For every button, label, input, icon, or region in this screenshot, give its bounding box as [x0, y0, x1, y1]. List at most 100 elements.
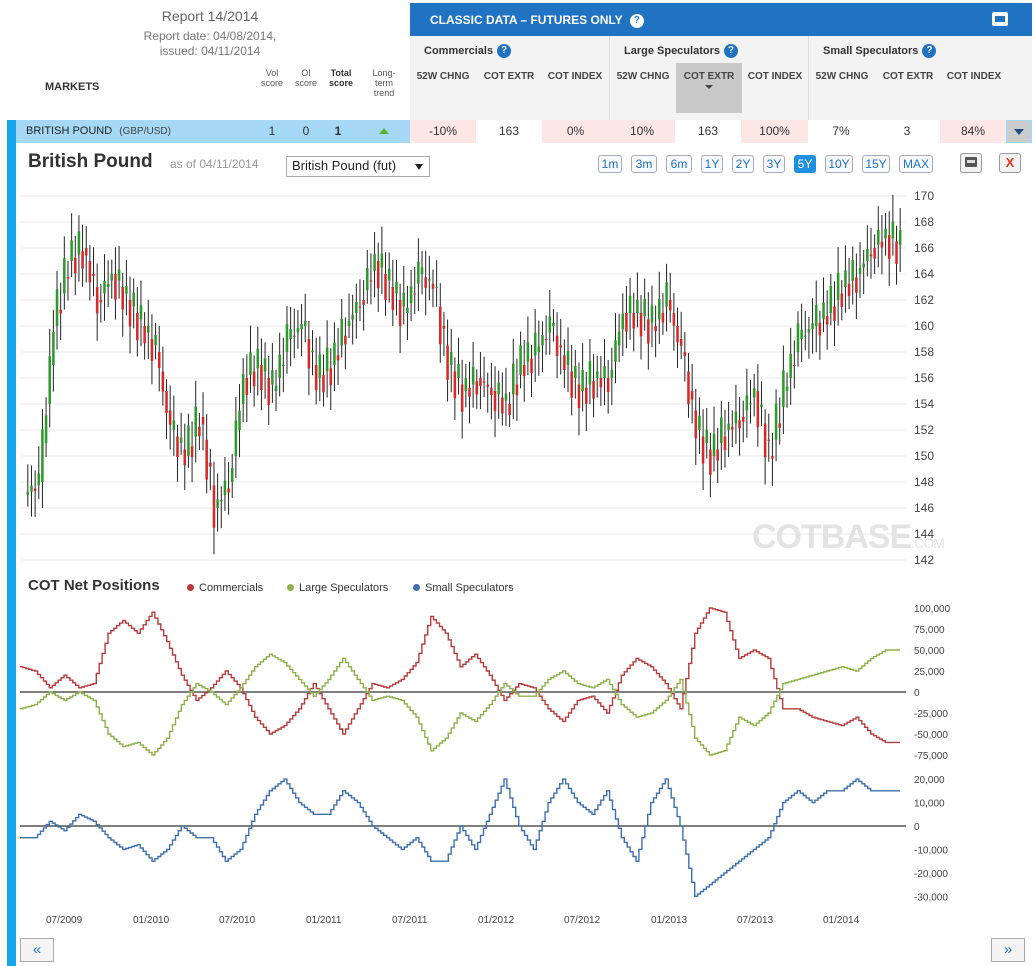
candle-body [526, 342, 530, 362]
print-icon[interactable] [992, 12, 1008, 26]
range-button-15y[interactable]: 15Y [862, 155, 890, 173]
col-cot-index[interactable]: COT INDEX [547, 71, 603, 82]
help-icon[interactable]: ? [629, 13, 644, 28]
candle-body [428, 279, 431, 281]
candle-body [344, 335, 347, 345]
candle-body [679, 339, 683, 346]
range-button-6m[interactable]: 6m [666, 155, 692, 173]
y-tick-label: 142 [914, 553, 934, 567]
help-icon[interactable]: ? [497, 44, 512, 58]
legend-large-speculators[interactable]: Large Speculators [287, 582, 388, 594]
range-button-max[interactable]: MAX [899, 155, 933, 173]
y-tick-label: 150 [914, 449, 934, 463]
help-icon[interactable]: ? [922, 44, 937, 58]
candle-body [176, 436, 179, 458]
legend-commercials[interactable]: Commercials [187, 582, 263, 594]
candle-body [26, 491, 30, 495]
group-large-speculators: Large Speculators? 52W CHNG COT EXTR COT… [609, 36, 808, 120]
candle-body [880, 241, 884, 248]
candle-body [30, 485, 33, 492]
y-tick-label: 25,000 [914, 667, 945, 678]
candle-body [117, 269, 121, 281]
legend-small-speculators[interactable]: Small Speculators [413, 582, 514, 594]
group-title: Small Speculators? [823, 44, 937, 58]
candle-body [194, 406, 198, 437]
candle-body [752, 388, 756, 398]
col-52w-chng[interactable]: 52W CHNG [416, 71, 470, 82]
market-row-british-pound[interactable]: BRITISH POUND (GBP/USD) 1 0 1 -10% 163 0… [16, 120, 1032, 143]
ss-52w-chng: 7% [808, 120, 874, 143]
candle-body [738, 420, 741, 429]
candle-body [493, 391, 497, 412]
contract-select[interactable]: British Pound (fut) [286, 156, 430, 177]
report-date: Report date: 04/08/2014, issued: 04/11/2… [120, 29, 300, 59]
candle-body [647, 319, 650, 344]
candle-body [632, 313, 636, 329]
help-icon[interactable]: ? [723, 44, 738, 58]
col-cot-extr-sorted[interactable]: COT EXTR [676, 63, 742, 113]
y-tick-label: 75,000 [914, 625, 945, 636]
x-tick-label: 07/2012 [564, 915, 601, 926]
range-button-3m[interactable]: 3m [631, 155, 657, 173]
col-cot-index[interactable]: COT INDEX [946, 71, 1002, 82]
collapse-row-button[interactable] [1008, 121, 1030, 142]
candle-body [110, 273, 114, 281]
ls-cot-index: 100% [741, 120, 808, 143]
candle-body [125, 286, 128, 294]
group-title: Large Speculators? [624, 44, 738, 58]
x-tick-label: 01/2013 [651, 915, 688, 926]
market-name-cell[interactable]: BRITISH POUND (GBP/USD) [26, 120, 171, 143]
range-button-3y[interactable]: 3Y [763, 155, 785, 173]
price-chart[interactable]: 142 144 146 148 150 152 154 156 158 160 162 164 166 1… [16, 180, 1032, 575]
y-tick-label: 152 [914, 423, 934, 437]
range-button-10y[interactable]: 10Y [825, 155, 853, 173]
candle-body [800, 329, 803, 339]
col-52w-chng[interactable]: 52W CHNG [616, 71, 670, 82]
col-cot-index[interactable]: COT INDEX [747, 71, 803, 82]
candle-body [362, 300, 365, 305]
trader-groups-header: Commercials? 52W CHNG COT EXTR COT INDEX… [410, 36, 1032, 120]
candle-body [876, 229, 880, 245]
candle-body [756, 391, 760, 428]
candle-body [333, 342, 336, 365]
candle-body [778, 423, 782, 428]
candle-body [457, 363, 460, 378]
col-cot-extr[interactable]: COT EXTR [882, 71, 934, 82]
range-button-1y[interactable]: 1Y [701, 155, 723, 173]
candle-body [844, 270, 847, 287]
candle-body [566, 351, 570, 365]
candle-body [139, 305, 143, 320]
candle-body [515, 384, 519, 396]
range-button-1m[interactable]: 1m [598, 155, 622, 173]
candle-body [406, 307, 409, 313]
candle-body [603, 366, 606, 378]
candle-body [55, 289, 59, 326]
candle-body [687, 371, 690, 405]
print-chart-button[interactable] [960, 153, 982, 173]
candle-body [33, 488, 37, 492]
range-button-2y[interactable]: 2Y [732, 155, 754, 173]
candle-body [650, 305, 654, 323]
next-market-button[interactable]: » [991, 938, 1025, 962]
candle-body [584, 387, 588, 404]
range-button-5y[interactable]: 5Y [794, 155, 816, 173]
candle-body [866, 249, 869, 261]
candle-body [438, 306, 442, 345]
candle-body [519, 345, 522, 375]
y-tick-label: -30,000 [914, 892, 948, 903]
prev-market-button[interactable]: « [20, 938, 54, 962]
candle-body [347, 320, 351, 326]
candle-body [391, 287, 395, 311]
close-chart-button[interactable]: X [999, 153, 1021, 173]
candle-body [150, 339, 154, 361]
candle-body [636, 299, 639, 313]
ss-cot-index: 84% [940, 120, 1006, 143]
cot-chart[interactable]: 100,000 75,000 50,000 25,000 0 -25,000 -50,000… [16, 596, 1032, 936]
candle-body [829, 285, 833, 313]
col-cot-extr[interactable]: COT EXTR [483, 71, 535, 82]
col-52w-chng[interactable]: 52W CHNG [815, 71, 869, 82]
candle-body [676, 326, 679, 343]
series-line-small-speculators [20, 778, 900, 897]
y-tick-label: 50,000 [914, 646, 945, 657]
contract-select-value: British Pound (fut) [292, 158, 397, 173]
